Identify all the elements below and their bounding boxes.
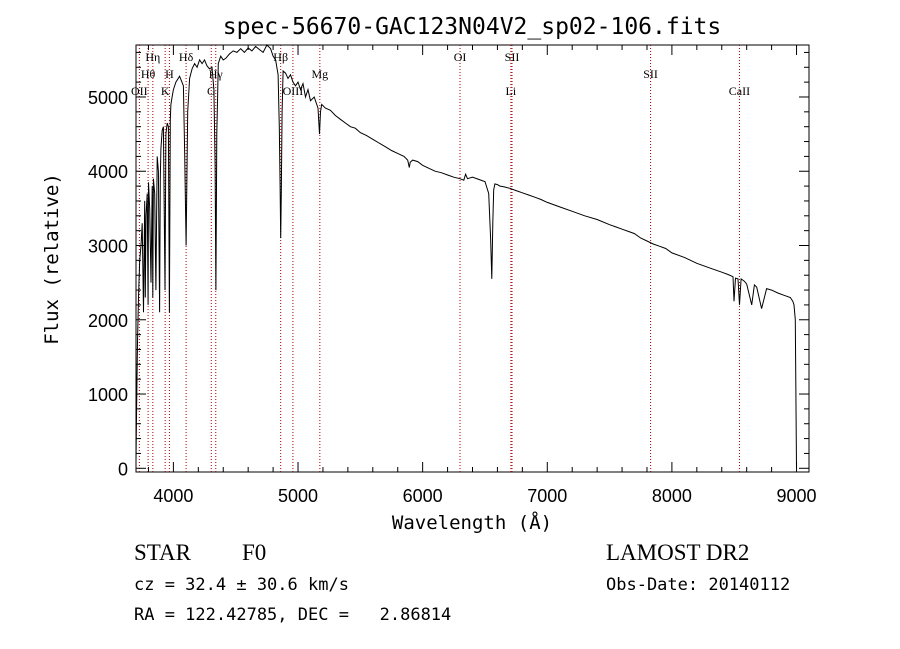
y-tick-label: 5000 xyxy=(88,88,128,108)
line-marker-label: Hβ xyxy=(273,50,288,64)
x-axis-ticks: 4000 5000 6000 7000 8000 9000 xyxy=(147,45,817,506)
x-tick-label: 9000 xyxy=(777,486,817,506)
spectral-line-markers xyxy=(138,45,740,472)
y-tick-label: 2000 xyxy=(88,311,128,331)
x-tick-label: 8000 xyxy=(652,486,692,506)
y-tick-label: 1000 xyxy=(88,385,128,405)
line-marker-label: Hγ xyxy=(209,67,224,81)
line-marker-label: OI xyxy=(454,50,467,64)
obs-date-readout: Obs-Date: 20140112 xyxy=(606,575,790,595)
line-marker-label: K xyxy=(161,84,170,98)
y-axis-label: Flux (relative) xyxy=(41,173,63,345)
redshift-readout: cz = 32.4 ± 30.6 km/s xyxy=(134,575,349,595)
plot-frame xyxy=(135,44,810,473)
line-marker-label: SII xyxy=(643,67,658,81)
y-tick-label: 3000 xyxy=(88,237,128,257)
line-marker-label: Hδ xyxy=(179,50,194,64)
y-axis-ticks: 0 1000 2000 3000 4000 5000 xyxy=(88,51,809,479)
line-marker-label: OIII xyxy=(283,84,304,98)
coordinates-readout: RA = 122.42785, DEC = 2.86814 xyxy=(134,605,451,625)
line-marker-label: CaII xyxy=(729,84,750,98)
survey-name: LAMOST DR2 xyxy=(606,540,749,565)
x-tick-label: 4000 xyxy=(153,486,193,506)
x-axis-label: Wavelength (Å) xyxy=(392,511,552,534)
line-marker-label: H xyxy=(165,67,174,81)
line-marker-label: SII xyxy=(505,50,520,64)
line-marker-label: OII xyxy=(131,84,148,98)
x-tick-label: 5000 xyxy=(278,486,318,506)
line-marker-label: G xyxy=(207,84,216,98)
y-tick-label: 0 xyxy=(118,459,128,479)
x-tick-label: 7000 xyxy=(527,486,567,506)
x-tick-label: 6000 xyxy=(403,486,443,506)
y-tick-label: 4000 xyxy=(88,162,128,182)
spectral-line-labels: OII Hθ Hη KH Hδ G Hγ Hβ OIII Mg OI SII Li SII CaII xyxy=(131,50,750,98)
spectrum-series-line xyxy=(135,44,797,469)
chart-title: spec-56670-GAC123N04V2_sp02-106.fits xyxy=(223,14,722,40)
line-marker-label: Mg xyxy=(311,67,328,81)
subclass: F0 xyxy=(242,540,266,565)
line-marker-label: Li xyxy=(506,84,517,98)
object-type: STAR xyxy=(134,540,192,565)
line-marker-label: Hθ xyxy=(141,67,156,81)
line-marker-label: Hη xyxy=(145,50,160,64)
